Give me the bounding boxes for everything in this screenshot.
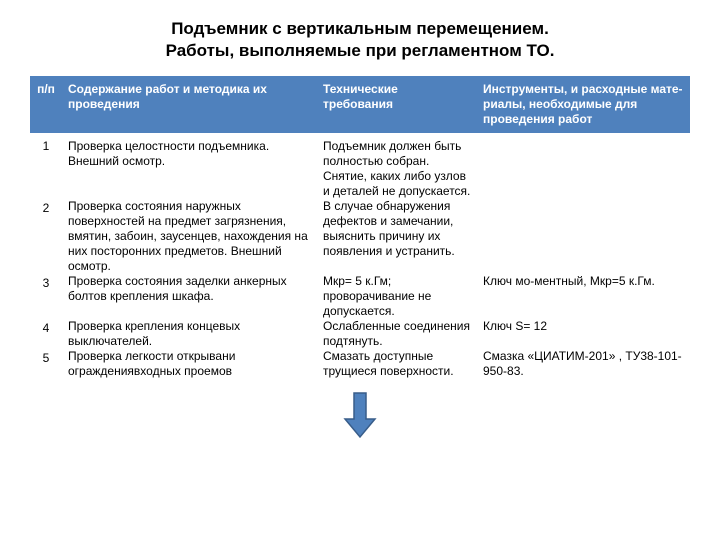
cell-content: Проверка целостности подъемника. Внешний… <box>62 133 317 199</box>
down-arrow-icon <box>343 391 377 439</box>
table-row: 1 Проверка целостности подъемника. Внешн… <box>30 133 690 199</box>
page-title: Подъемник с вертикальным перемещением. Р… <box>30 18 690 62</box>
cell-requirements: Мкр= 5 к.Гм; проворачивание не допускает… <box>317 274 477 319</box>
cell-content: Проверка состояния заделки анкерных болт… <box>62 274 317 319</box>
col-header-requirements: Технические требования <box>317 76 477 133</box>
table-row: 4 Проверка крепления концевых выключател… <box>30 319 690 349</box>
cell-requirements: Ослабленные соединения подтянуть. <box>317 319 477 349</box>
table-header-row: п/п Содержание работ и методика их прове… <box>30 76 690 133</box>
cell-num: 1 <box>30 133 62 199</box>
cell-tools <box>477 199 690 274</box>
maintenance-table: п/п Содержание работ и методика их прове… <box>30 76 690 379</box>
cell-num: 4 <box>30 319 62 349</box>
cell-requirements: Смазать доступные трущиеся поверхности. <box>317 349 477 379</box>
cell-requirements: В случае обнаружения дефектов и замечани… <box>317 199 477 274</box>
col-header-tools: Инструменты, и расходные мате-риалы, нео… <box>477 76 690 133</box>
title-line-1: Подъемник с вертикальным перемещением. <box>171 19 549 38</box>
cell-content: Проверка легкости открывани ограждениявх… <box>62 349 317 379</box>
cell-content: Проверка крепления концевых выключателей… <box>62 319 317 349</box>
cell-requirements: Подъемник должен быть полностью собран. … <box>317 133 477 199</box>
col-header-num: п/п <box>30 76 62 133</box>
cell-tools <box>477 133 690 199</box>
cell-tools: Ключ мо-ментный, Мкр=5 к.Гм. <box>477 274 690 319</box>
cell-num: 3 <box>30 274 62 319</box>
table-row: 5 Проверка легкости открывани ограждения… <box>30 349 690 379</box>
table-row: 2 Проверка состояния наружных поверхност… <box>30 199 690 274</box>
col-header-content: Содержание работ и методика их проведени… <box>62 76 317 133</box>
title-line-2: Работы, выполняемые при регламентном ТО. <box>166 41 555 60</box>
cell-tools: Смазка «ЦИАТИМ-201» , ТУ38-101-950-83. <box>477 349 690 379</box>
cell-num: 2 <box>30 199 62 274</box>
cell-content: Проверка состояния наружных поверхностей… <box>62 199 317 274</box>
cell-num: 5 <box>30 349 62 379</box>
arrow-container <box>30 391 690 444</box>
cell-tools: Ключ S= 12 <box>477 319 690 349</box>
table-row: 3 Проверка состояния заделки анкерных бо… <box>30 274 690 319</box>
